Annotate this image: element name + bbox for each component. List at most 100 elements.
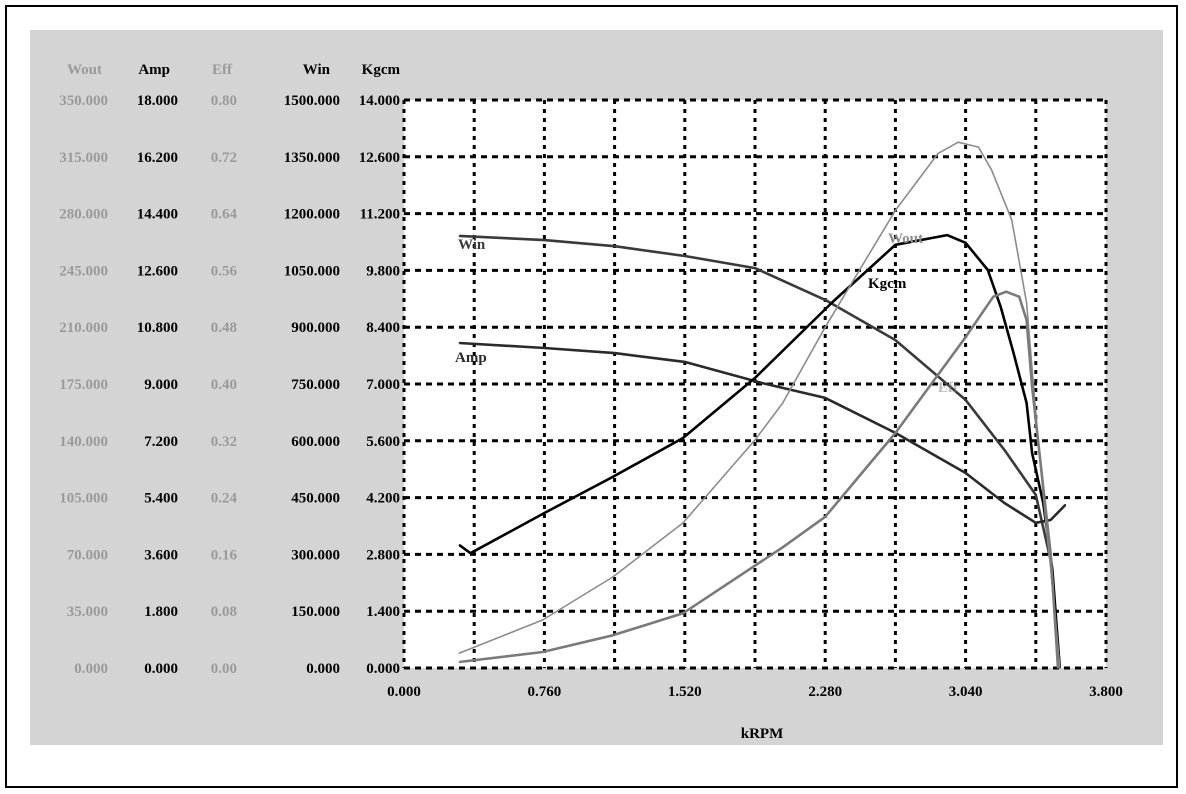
data-point-eff (1057, 667, 1059, 669)
data-point-amp (613, 352, 616, 354)
data-point-eff (824, 515, 826, 518)
data-point-wout (1010, 219, 1013, 221)
y-tick-label-eff: 0.00 (211, 661, 237, 677)
data-point-wout (754, 439, 756, 441)
axis-header-wout: Wout (67, 62, 102, 78)
y-tick-label-amp: 3.600 (144, 547, 178, 563)
data-point-win (754, 267, 756, 269)
y-tick-label-amp: 7.200 (144, 434, 178, 450)
data-point-kgcm (458, 544, 461, 546)
data-point-win (613, 245, 616, 247)
series-label-amp: Amp (455, 350, 487, 366)
y-tick-label-amp: 18.000 (137, 93, 178, 109)
y-tick-label-wout: 280.000 (59, 207, 108, 223)
y-tick-label-kgcm: 11.200 (360, 207, 400, 223)
data-point-kgcm (999, 306, 1002, 308)
y-tick-label-eff: 0.72 (211, 150, 237, 166)
data-point-eff (611, 634, 614, 637)
y-tick-label-kgcm: 2.800 (366, 547, 400, 563)
data-point-amp (761, 382, 764, 384)
data-point-amp (458, 342, 461, 344)
y-tick-label-win: 900.000 (291, 320, 340, 336)
data-point-eff (458, 661, 461, 663)
series-line-eff (459, 290, 1060, 669)
data-point-wout (937, 152, 939, 155)
data-point-wout (541, 619, 544, 621)
x-tick-label: 3.800 (1089, 684, 1123, 700)
x-tick-label: 2.280 (808, 684, 842, 700)
data-point-kgcm (543, 512, 546, 514)
data-point-eff (1031, 386, 1033, 388)
y-tick-label-win: 450.000 (291, 491, 340, 507)
data-point-amp (1064, 504, 1067, 506)
data-point-amp (824, 397, 826, 399)
data-point-wout (824, 326, 826, 329)
data-point-kgcm (1025, 402, 1028, 404)
data-point-wout (957, 141, 960, 143)
y-tick-label-kgcm: 9.800 (366, 263, 400, 279)
x-tick-label: 0.000 (387, 684, 421, 700)
data-point-wout (458, 652, 461, 654)
y-tick-label-win: 0.000 (306, 661, 340, 677)
data-point-kgcm (1012, 352, 1015, 354)
series-label-wout: Wout (888, 231, 923, 247)
data-point-eff (1042, 486, 1044, 488)
data-point-win (458, 235, 461, 237)
y-tick-label-kgcm: 7.000 (366, 377, 400, 393)
data-point-eff (1049, 552, 1052, 554)
series-label-eff: Eff (938, 380, 959, 396)
series-line-win (459, 234, 1062, 669)
data-point-amp (543, 347, 546, 349)
y-tick-label-kgcm: 4.200 (366, 491, 400, 507)
data-point-kgcm (986, 269, 989, 271)
data-point-win (1035, 494, 1037, 496)
series-label-kgcm: Kgcm (868, 276, 907, 292)
data-point-kgcm (1031, 452, 1033, 454)
y-tick-label-win: 150.000 (291, 604, 340, 620)
y-tick-label-kgcm: 8.400 (366, 320, 400, 336)
y-tick-label-eff: 0.40 (211, 377, 237, 393)
y-tick-label-eff: 0.24 (211, 491, 238, 507)
y-tick-label-eff: 0.56 (211, 263, 238, 279)
data-point-amp (1003, 502, 1006, 504)
data-point-kgcm (754, 377, 756, 379)
data-point-wout (611, 576, 614, 578)
y-tick-label-wout: 315.000 (59, 150, 108, 166)
y-tick-label-eff: 0.32 (211, 434, 237, 450)
data-point-wout (977, 146, 980, 148)
chart-frame (5, 5, 1178, 788)
data-point-kgcm (469, 552, 472, 554)
data-point-win (1003, 449, 1006, 451)
data-point-amp (964, 472, 967, 474)
y-tick-label-win: 1500.000 (284, 93, 340, 109)
y-tick-label-win: 1200.000 (284, 207, 340, 223)
data-point-eff (1018, 295, 1020, 298)
y-tick-label-eff: 0.48 (211, 320, 237, 336)
y-tick-label-win: 600.000 (291, 434, 340, 450)
y-tick-label-wout: 140.000 (59, 434, 108, 450)
data-point-eff (1025, 319, 1028, 321)
data-point-kgcm (831, 301, 834, 303)
y-tick-label-eff: 0.16 (211, 547, 238, 563)
x-axis-label: kRPM (741, 726, 784, 742)
y-tick-label-eff: 0.80 (211, 93, 237, 109)
y-tick-label-win: 1050.000 (284, 263, 340, 279)
y-tick-label-eff: 0.08 (211, 604, 237, 620)
data-point-win (894, 339, 897, 341)
data-point-eff (682, 612, 684, 615)
y-tick-label-amp: 9.000 (144, 377, 178, 393)
axis-header-amp: Amp (138, 62, 170, 78)
data-point-wout (990, 168, 993, 171)
y-tick-label-kgcm: 5.600 (366, 434, 400, 450)
y-tick-label-wout: 175.000 (59, 377, 108, 393)
y-tick-label-win: 750.000 (291, 377, 340, 393)
data-point-kgcm (946, 234, 948, 236)
x-tick-label: 0.760 (528, 684, 562, 700)
data-point-wout (894, 209, 897, 212)
data-point-eff (894, 432, 897, 434)
y-tick-label-wout: 70.000 (67, 547, 108, 563)
data-point-wout (781, 402, 784, 404)
axis-header-kgcm: Kgcm (362, 62, 401, 78)
data-point-win (964, 399, 967, 401)
